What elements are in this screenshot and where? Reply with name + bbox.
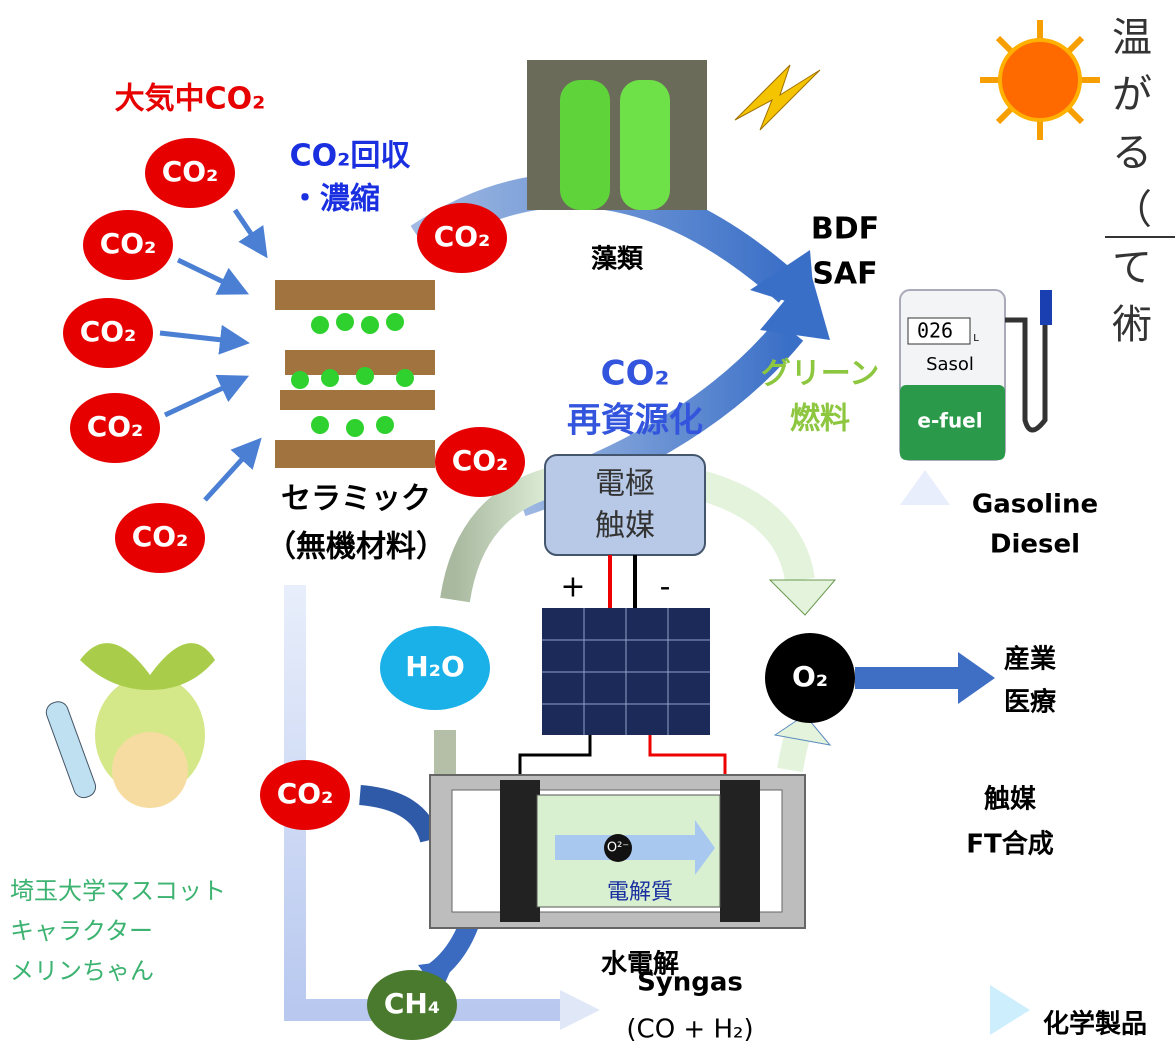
electrode-label: 触媒 bbox=[595, 509, 655, 544]
atmosphere-label: 大気中CO₂ bbox=[115, 82, 266, 117]
pump-band: e-fuel bbox=[917, 409, 982, 433]
gasoline-label: Diesel bbox=[990, 530, 1080, 560]
oxygen-use: 産業 bbox=[1004, 644, 1056, 675]
side-text: 術 bbox=[1112, 302, 1152, 348]
plus-sign: + bbox=[560, 570, 585, 605]
co2-bubble: CO₂ bbox=[87, 410, 144, 443]
co2-bubble: CO₂ bbox=[162, 155, 219, 188]
center-label: 再資源化 bbox=[567, 401, 703, 441]
co2-bubble: CO₂ bbox=[100, 227, 157, 260]
minus-sign: - bbox=[660, 570, 671, 605]
ceramic-label: （無機材料） bbox=[266, 530, 446, 565]
electrode-label: 電極 bbox=[595, 467, 655, 502]
co2-bubble: CO₂ bbox=[452, 444, 509, 477]
mascot-caption: 埼玉大学マスコット bbox=[10, 877, 226, 905]
side-text: 温 bbox=[1112, 15, 1152, 61]
fuel-label: BDF bbox=[811, 212, 879, 247]
syngas-label: Syngas bbox=[637, 968, 743, 998]
capture-label: ・濃縮 bbox=[290, 182, 380, 217]
co2-bubble: CO₂ bbox=[80, 315, 137, 348]
catalyst-label: FT合成 bbox=[966, 829, 1054, 860]
pump-counter: 026 bbox=[917, 319, 953, 343]
side-text: が bbox=[1112, 72, 1152, 118]
co2-bubble: CO₂ bbox=[434, 220, 491, 253]
catalyst-label: 触媒 bbox=[984, 785, 1037, 815]
ceramic-label: セラミック bbox=[281, 482, 431, 517]
co2-bubble: CO₂ bbox=[277, 777, 334, 810]
pump-unit: L bbox=[973, 333, 979, 344]
center-label: CO₂ bbox=[601, 354, 670, 394]
ion-label: O²⁻ bbox=[607, 841, 629, 856]
side-text: （ bbox=[1112, 187, 1152, 233]
methane-bubble: CH₄ bbox=[384, 987, 440, 1020]
oxygen-use: 医療 bbox=[1004, 688, 1057, 718]
electrolyte-label: 電解質 bbox=[607, 880, 673, 905]
capture-label: CO₂回収 bbox=[290, 139, 412, 174]
algae-label: 藻類 bbox=[591, 245, 644, 275]
mascot-caption: メリンちゃん bbox=[10, 957, 154, 985]
green-fuel-label: 燃料 bbox=[790, 402, 850, 437]
chemicals-label: 化学製品 bbox=[1043, 1009, 1147, 1040]
water-bubble: H₂O bbox=[405, 650, 465, 683]
page: 大気中CO₂ CO₂ CO₂ CO₂ CO₂ CO₂ CO₂回収 ・濃縮 セラミ… bbox=[0, 0, 1175, 1061]
fuel-label: SAF bbox=[812, 257, 877, 292]
side-text: る bbox=[1112, 130, 1152, 176]
oxygen-bubble: O₂ bbox=[792, 660, 828, 693]
green-fuel-label: グリーン bbox=[761, 357, 880, 392]
diagram: 大気中CO₂ CO₂ CO₂ CO₂ CO₂ CO₂ CO₂回収 ・濃縮 セラミ… bbox=[0, 0, 1175, 1061]
mascot-caption: キャラクター bbox=[10, 917, 153, 945]
co2-bubble: CO₂ bbox=[132, 520, 189, 553]
syngas-label: (CO + H₂) bbox=[626, 1015, 753, 1045]
pump-brand: Sasol bbox=[926, 354, 974, 375]
side-text: て bbox=[1112, 245, 1152, 291]
gasoline-label: Gasoline bbox=[972, 490, 1098, 520]
